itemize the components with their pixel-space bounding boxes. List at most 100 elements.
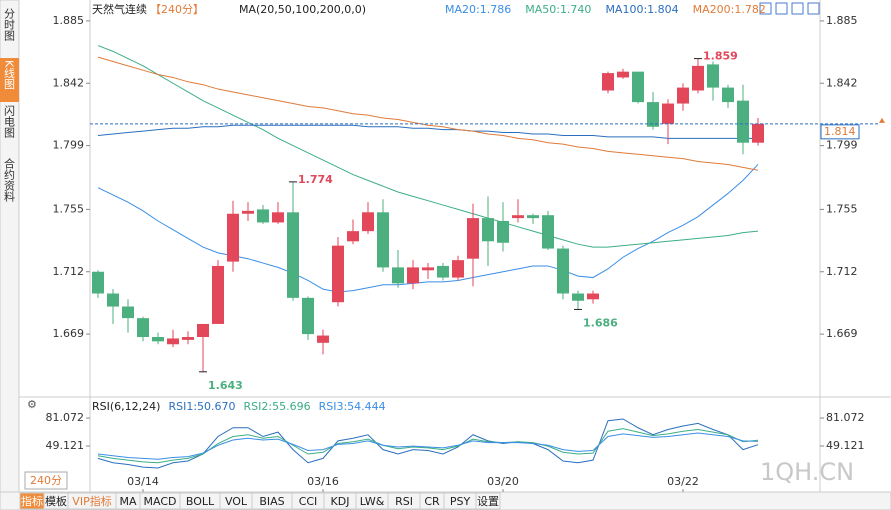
legend-entry: MA20:1.786: [445, 3, 511, 16]
candle-body: [557, 248, 569, 294]
candle-body: [197, 323, 209, 337]
candle-body: [452, 260, 464, 278]
legend-entry: RSI3:54.444: [319, 400, 386, 413]
candle-body: [602, 73, 614, 91]
candle-body: [707, 64, 719, 88]
candle-body: [302, 297, 314, 335]
toolbar-label[interactable]: RSI: [395, 495, 413, 508]
y-tick-label: 1.885: [826, 14, 858, 27]
y-tick-label: 1.712: [53, 265, 85, 278]
candle-body: [422, 267, 434, 271]
sidebar-active: [0, 58, 19, 102]
sidebar-tab[interactable]: K线图: [3, 60, 16, 90]
symbol: 天然气连续: [92, 2, 147, 16]
period-box-label[interactable]: 240分: [30, 474, 62, 487]
ma-line: [97, 124, 758, 139]
candle-body: [497, 221, 509, 243]
candle-body: [272, 212, 284, 223]
legend-entry: MA50:1.740: [525, 3, 591, 16]
candle-body: [752, 123, 764, 143]
y-tick-label: 1.712: [826, 265, 858, 278]
toolbar-label[interactable]: PSY: [450, 495, 471, 508]
period-box[interactable]: [24, 471, 68, 490]
candle-body: [662, 103, 674, 124]
last-price-label: 1.814: [824, 125, 856, 138]
candle-body: [647, 102, 659, 127]
candle-body: [617, 71, 629, 78]
candle-body: [482, 218, 494, 242]
toolbar-label[interactable]: BOLL: [186, 495, 215, 508]
legend-entry: MA200:1.782: [693, 3, 766, 16]
toolbar-label[interactable]: VIP指标: [72, 494, 111, 508]
legend-entry: RSI1:50.670: [168, 400, 235, 413]
y-tick-label: 1.842: [53, 76, 85, 89]
indicator: MA(20,50,100,200,0,0): [239, 3, 366, 16]
y-tick-label: 1.669: [826, 327, 858, 340]
toolbar-label[interactable]: MA: [119, 495, 136, 508]
candle-body: [242, 210, 254, 214]
candle-body: [152, 337, 164, 342]
y-tick-label: 1.669: [53, 327, 85, 340]
toolbar-label[interactable]: CCI: [299, 495, 318, 508]
y-tick-label: 49.121: [46, 439, 85, 452]
x-tick-label: 03/16: [307, 475, 339, 488]
toolbar-label[interactable]: LW&: [360, 495, 385, 508]
candle-body: [362, 212, 374, 232]
candle-body: [377, 212, 389, 268]
toolbar-label[interactable]: VOL: [225, 495, 248, 508]
toolbar-label[interactable]: MACD: [144, 495, 177, 508]
candle-body: [407, 267, 419, 284]
annotation: 1.643: [208, 379, 243, 392]
legend-entry: MA100:1.804: [605, 3, 678, 16]
ma-line: [97, 418, 759, 469]
candle-body: [692, 65, 704, 91]
candle-body: [632, 71, 644, 103]
window-icons: [759, 2, 820, 15]
candle-body: [467, 218, 479, 259]
x-tick-label: 03/14: [127, 475, 159, 488]
last-price-box: [820, 124, 860, 140]
toolbar-label[interactable]: CR: [424, 495, 440, 508]
toolbar-label[interactable]: 指标: [21, 494, 43, 508]
x-tick-label: 03/22: [667, 475, 699, 488]
ma-line: [97, 56, 759, 171]
y-tick-label: 81.072: [826, 411, 865, 424]
candle-body: [167, 338, 179, 345]
y-tick-label: 1.755: [53, 202, 85, 215]
y-tick-label: 1.799: [53, 139, 85, 152]
candle-body: [737, 100, 749, 143]
candle-body: [317, 335, 329, 343]
annotation: 1.859: [703, 50, 738, 63]
candle-body: [347, 231, 359, 242]
candle-body: [182, 337, 194, 340]
ma-line: [97, 432, 759, 460]
candle-body: [392, 267, 404, 284]
candle-body: [107, 293, 119, 307]
sidebar-tab[interactable]: 分时图: [3, 8, 16, 42]
settings-icon[interactable]: ⚙: [27, 398, 37, 411]
last-price-arrow: [879, 117, 885, 123]
y-tick-label: 49.121: [826, 439, 865, 452]
sidebar-tab[interactable]: 闪电图: [3, 104, 16, 139]
candle-body: [722, 87, 734, 103]
candle-body: [542, 215, 554, 249]
candle-body: [92, 271, 104, 294]
annotation: 1.686: [583, 316, 618, 329]
candle-body: [257, 209, 269, 223]
y-tick-label: 1.755: [826, 202, 858, 215]
toolbar-label[interactable]: BIAS: [259, 495, 284, 508]
candle-body: [287, 212, 299, 298]
y-tick-label: 1.885: [53, 14, 85, 27]
toolbar-label[interactable]: 设置: [477, 495, 499, 508]
candle-body: [212, 265, 224, 324]
toolbar-label[interactable]: KDJ: [331, 495, 350, 508]
candle-body: [677, 87, 689, 104]
toolbar-label[interactable]: 模板: [45, 494, 67, 508]
sidebar-tab[interactable]: 合约资料: [3, 157, 16, 203]
y-tick-label: 81.072: [46, 411, 85, 424]
candle-body: [332, 245, 344, 303]
toolbar-tab[interactable]: [475, 492, 501, 510]
y-tick-label: 1.842: [826, 76, 858, 89]
candle-body: [137, 318, 149, 337]
